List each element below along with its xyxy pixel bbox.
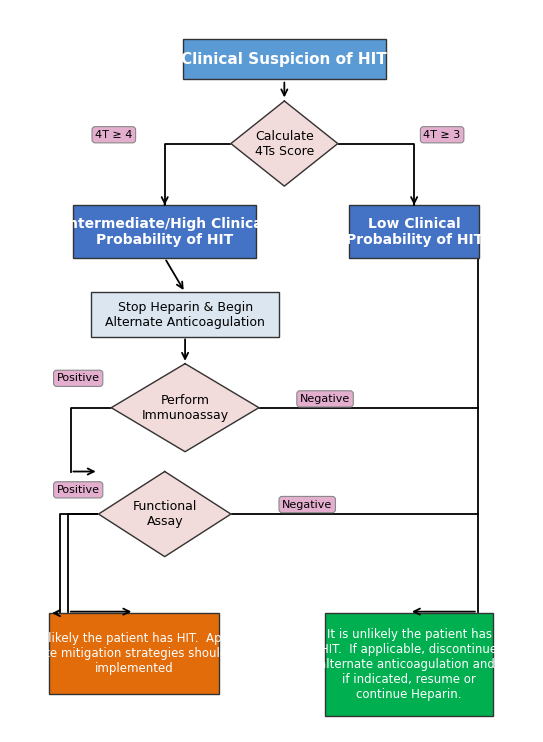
- Text: Intermediate/High Clinical
Probability of HIT: Intermediate/High Clinical Probability o…: [62, 217, 267, 246]
- Text: Positive: Positive: [56, 485, 100, 495]
- Text: Calculate
4Ts Score: Calculate 4Ts Score: [255, 130, 314, 157]
- Polygon shape: [231, 101, 338, 186]
- Text: It is likely the patient has HIT.  Appro-
priate mitigation strategies should be: It is likely the patient has HIT. Appro-…: [22, 632, 246, 675]
- Text: It is unlikely the patient has
HIT.  If applicable, discontinue
alternate antico: It is unlikely the patient has HIT. If a…: [319, 628, 499, 701]
- Text: Positive: Positive: [56, 373, 100, 384]
- Text: Stop Heparin & Begin
Alternate Anticoagulation: Stop Heparin & Begin Alternate Anticoagu…: [105, 301, 265, 329]
- Text: Low Clinical
Probability of HIT: Low Clinical Probability of HIT: [345, 217, 483, 246]
- Polygon shape: [111, 364, 259, 452]
- FancyBboxPatch shape: [91, 292, 279, 337]
- Text: Perform
Immunoassay: Perform Immunoassay: [142, 394, 229, 421]
- Text: 4T ≥ 3: 4T ≥ 3: [424, 130, 461, 139]
- FancyBboxPatch shape: [325, 613, 493, 716]
- Text: Functional
Assay: Functional Assay: [132, 500, 197, 528]
- FancyBboxPatch shape: [349, 206, 479, 258]
- Text: Negative: Negative: [282, 499, 332, 510]
- Text: 4T ≥ 4: 4T ≥ 4: [95, 130, 132, 139]
- FancyBboxPatch shape: [49, 613, 219, 694]
- Polygon shape: [98, 471, 231, 556]
- Text: Clinical Suspicion of HIT: Clinical Suspicion of HIT: [181, 52, 387, 67]
- FancyBboxPatch shape: [73, 206, 256, 258]
- Text: Negative: Negative: [300, 394, 350, 404]
- FancyBboxPatch shape: [182, 39, 386, 79]
